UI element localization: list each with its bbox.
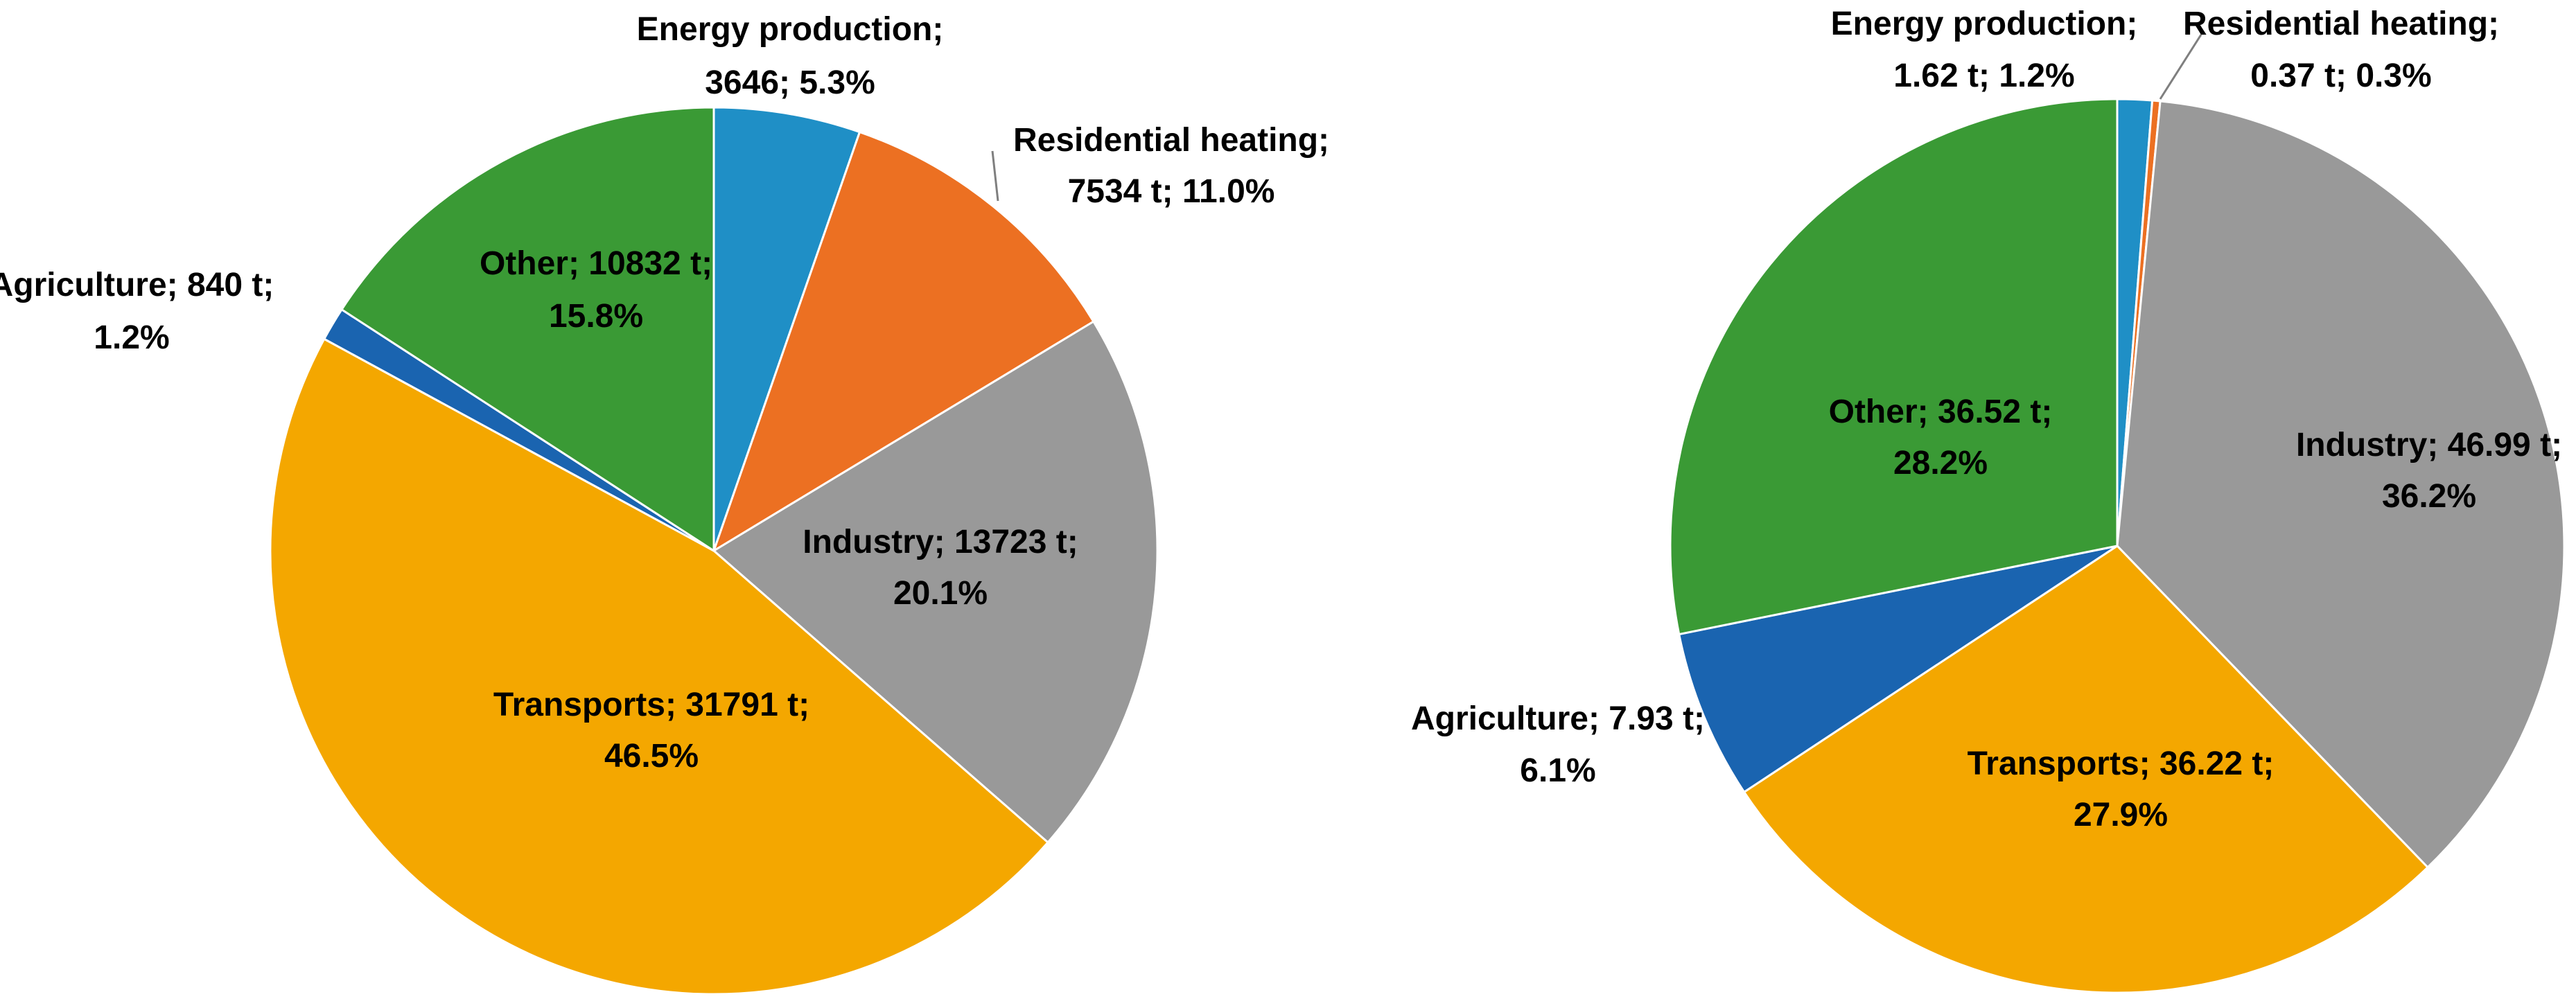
pie2-data-label-energy-production-line-2: 1.62 t; 1.2%: [1893, 58, 2074, 94]
pie2-data-label-residential-heating-line-2: 0.37 t; 0.3%: [2250, 58, 2431, 94]
pie2-data-label-energy-production-line-1: Energy production;: [1831, 6, 2138, 42]
pie1-data-label-other-line-2: 15.8%: [549, 298, 643, 335]
pie2-data-label-agriculture: Agriculture; 7.93 t; 6.1%: [1411, 700, 1705, 789]
pie1-data-label-other: Other; 10832 t; 15.8%: [480, 245, 712, 335]
pie2-data-label-other-line-1: Other; 36.52 t;: [1829, 394, 2053, 430]
pie2-slice-transports: [1743, 545, 2429, 994]
pie2-data-label-industry-line-2: 36.2%: [2382, 478, 2476, 515]
pie1-slice-other: [340, 106, 715, 552]
pie1-slice-industry: [712, 320, 1159, 844]
pie2-data-label-residential-heating-line-1: Residential heating;: [2183, 6, 2499, 42]
pie2-data-label-industry: Industry; 46.99 t; 36.2%: [2296, 427, 2562, 515]
pie1-data-label-industry-line-2: 20.1%: [893, 575, 988, 612]
pie2-data-label-agriculture-line-1: Agriculture; 7.93 t;: [1411, 700, 1705, 737]
pie1-data-label-transports: Transports; 31791 t; 46.5%: [493, 687, 809, 775]
pie-chart-1: Energy production; 3646; 5.3% Residential …: [0, 11, 1329, 996]
pie2-slice-agriculture: [1678, 545, 2119, 793]
pie1-slice-transports: [269, 337, 1049, 996]
pie1-data-label-agriculture-line-2: 1.2%: [94, 319, 169, 356]
pie1-leader-line-residential-heating: [991, 150, 999, 202]
pie2-data-label-transports: Transports; 36.22 t; 27.9%: [1968, 745, 2275, 833]
pie1-data-label-industry-line-1: Industry; 13723 t;: [803, 524, 1078, 560]
pie2-data-label-industry-line-1: Industry; 46.99 t;: [2296, 427, 2562, 463]
pie2-data-label-transports-line-2: 27.9%: [2074, 797, 2168, 833]
pie2-data-label-transports-line-1: Transports; 36.22 t;: [1968, 745, 2275, 782]
pie1-data-label-agriculture-line-1: Agriculture; 840 t;: [0, 267, 274, 303]
pie-chart-2: Energy production; 1.62 t; 1.2% Residentia…: [1411, 6, 2566, 994]
pie2-leader-line-residential-heating: [2159, 34, 2202, 100]
pie1-data-label-other-line-1: Other; 10832 t;: [480, 245, 712, 282]
pie1-data-label-residential-heating: Residential heating; 7534 t; 11.0%: [1013, 122, 1329, 210]
pie2-slice-industry: [2116, 100, 2566, 869]
pie1-data-label-transports-line-2: 46.5%: [604, 738, 699, 775]
pie2-slice-other: [1669, 98, 2119, 636]
pie2-data-label-agriculture-line-2: 6.1%: [1520, 752, 1595, 789]
pie1-slice-energy-production: [712, 106, 861, 552]
pie1-data-label-energy-production-line-1: Energy production;: [637, 11, 944, 48]
pie1-data-label-residential-heating-line-2: 7534 t; 11.0%: [1068, 173, 1275, 210]
pie1-data-label-agriculture: Agriculture; 840 t; 1.2%: [0, 267, 274, 356]
pie1-data-label-transports-line-1: Transports; 31791 t;: [493, 687, 809, 723]
pie2-data-label-residential-heating: Residential heating; 0.37 t; 0.3%: [2183, 6, 2499, 94]
pie2-data-label-other: Other; 36.52 t; 28.2%: [1829, 394, 2053, 481]
pie1-slice-residential-heating: [712, 131, 1095, 552]
pie2-data-label-energy-production: Energy production; 1.62 t; 1.2%: [1831, 6, 2138, 94]
pie1-data-label-energy-production: Energy production; 3646; 5.3%: [637, 11, 944, 101]
pie1-data-label-industry: Industry; 13723 t; 20.1%: [803, 524, 1078, 612]
pie1-data-label-residential-heating-line-1: Residential heating;: [1013, 122, 1329, 159]
pie1-data-label-energy-production-line-2: 3646; 5.3%: [705, 64, 875, 101]
pie2-data-label-other-line-2: 28.2%: [1893, 445, 1988, 481]
